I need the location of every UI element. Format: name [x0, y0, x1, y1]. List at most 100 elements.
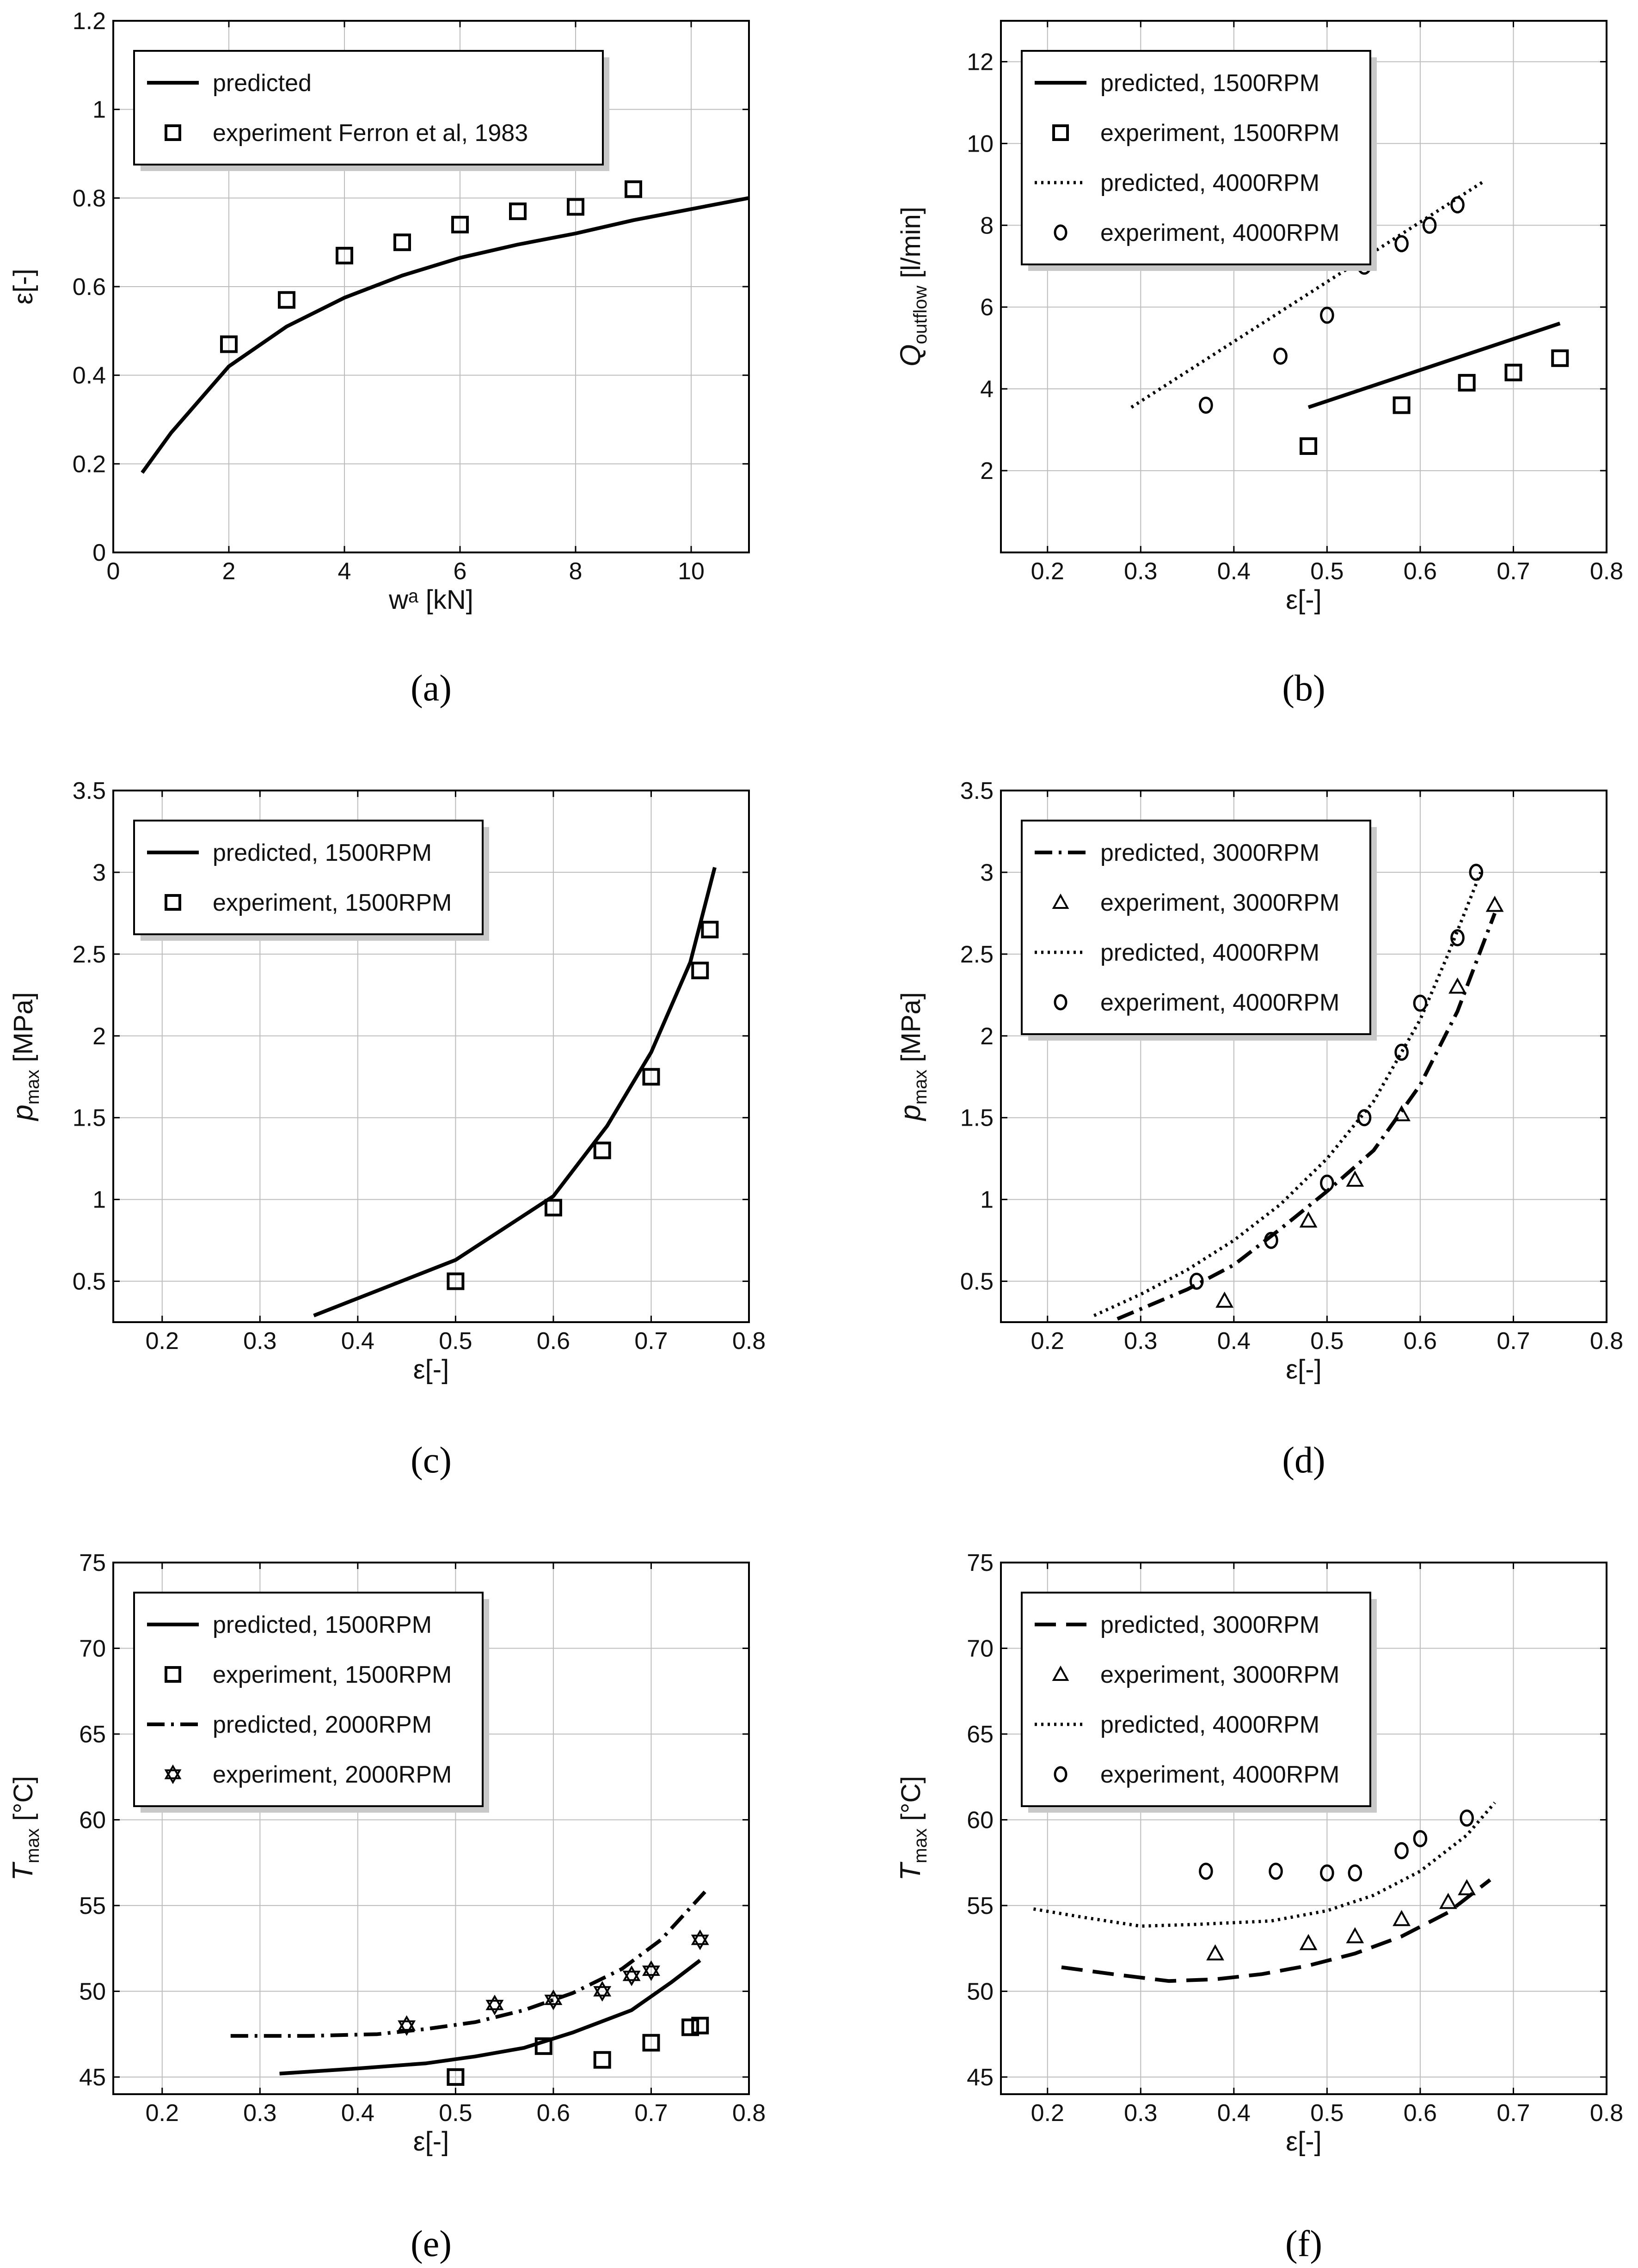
legend-label: predicted, 1500RPM	[213, 840, 432, 866]
legend-label: predicted, 4000RPM	[1100, 939, 1319, 966]
data-point	[485, 1994, 504, 2016]
legend-marker	[165, 894, 181, 911]
x-tick-label: 0.3	[1124, 1328, 1157, 1355]
series-line	[1093, 871, 1483, 1317]
x-tick-label: 0.7	[1497, 1328, 1530, 1355]
data-point	[625, 180, 642, 198]
legend-label: experiment, 3000RPM	[1100, 1661, 1339, 1688]
series-line	[279, 1959, 701, 2076]
x-tick-label: 0.5	[439, 2100, 472, 2127]
data-point	[1346, 1171, 1364, 1187]
grid	[113, 791, 749, 1322]
y-tick-label: 2	[980, 458, 994, 484]
panel-label: (a)	[411, 668, 452, 709]
plot-frame	[1000, 790, 1607, 1323]
series-2	[1093, 871, 1483, 1317]
y-tick-label: 10	[967, 130, 994, 157]
legend-marker	[165, 1666, 181, 1683]
data-point	[1504, 363, 1522, 381]
x-tick-label: 0.2	[1031, 558, 1064, 585]
legend-box	[133, 1592, 484, 1807]
y-tick-label: 1	[92, 97, 106, 123]
series-1	[447, 2017, 709, 2086]
x-axis-label: ε[-]	[1286, 1355, 1321, 1385]
y-tick-label: 3.5	[73, 778, 106, 804]
series-3	[398, 1929, 709, 2036]
data-point	[1299, 1934, 1318, 1950]
y-tick-label: 1	[92, 1187, 106, 1214]
y-tick-label: 2.5	[960, 941, 994, 968]
data-point	[681, 2018, 699, 2036]
x-tick-label: 0.8	[1590, 558, 1623, 585]
data-point	[1413, 994, 1428, 1012]
data-point	[447, 2068, 465, 2086]
panel-label: (c)	[411, 1440, 452, 1481]
y-tick-label: 75	[967, 1550, 994, 1576]
y-tick-label: 12	[967, 49, 994, 75]
data-point	[691, 962, 709, 980]
x-tick-label: 0.4	[1217, 558, 1251, 585]
data-point	[1393, 1105, 1411, 1122]
data-point	[278, 291, 295, 309]
plot-frame	[112, 1562, 750, 2095]
series-3	[1199, 1809, 1474, 1882]
legend: predicted experiment Ferron et al, 1983	[133, 50, 609, 171]
data-point	[1551, 349, 1569, 367]
legend: predicted, 3000RPM experiment, 3000RPM pre…	[1021, 1592, 1377, 1813]
y-axis-label: ε[-]	[8, 269, 38, 304]
x-tick-label: 0.3	[243, 1328, 276, 1355]
series-1	[220, 180, 642, 353]
data-point	[691, 1929, 709, 1950]
y-tick-label: 3.5	[960, 778, 994, 804]
data-point	[642, 2034, 660, 2052]
data-point	[509, 202, 527, 221]
x-tick-label: 0.7	[1497, 558, 1530, 585]
y-axis-label: pmax [MPa]	[7, 992, 43, 1122]
data-point	[451, 215, 469, 233]
legend-box	[1021, 1592, 1371, 1807]
panel-label: (f)	[1285, 2224, 1322, 2264]
legend-sample	[1052, 124, 1069, 141]
chart-panel-d: 0.2 0.3 0.4 0.5 0.6 0.7 0.8 0.5 1 1.5 2 2.5 3 3.5 ε[-]…	[895, 778, 1623, 1481]
data-point	[1448, 977, 1466, 994]
legend-marker	[164, 1764, 182, 1784]
x-axis-label: ε[-]	[1286, 585, 1321, 615]
x-tick-label: 0.6	[537, 1328, 570, 1355]
x-axis-label: ε[-]	[1286, 2127, 1321, 2157]
legend: predicted, 3000RPM experiment, 3000RPM pre…	[1021, 820, 1377, 1041]
data-point	[1422, 216, 1437, 234]
legend-box	[1021, 50, 1371, 265]
data-point	[1357, 1109, 1372, 1127]
y-tick-label: 55	[79, 1893, 106, 1919]
series-line	[313, 867, 717, 1318]
legend-marker	[1052, 893, 1069, 909]
data-point	[1413, 1830, 1428, 1847]
legend-label: experiment Ferron et al, 1983	[213, 120, 528, 147]
data-point	[1300, 437, 1318, 455]
legend-label: experiment, 4000RPM	[1100, 989, 1339, 1016]
y-tick-label: 3	[980, 859, 994, 886]
y-tick-label: 6	[980, 294, 994, 321]
legend-sample	[1054, 224, 1067, 241]
data-point	[1450, 196, 1465, 214]
x-tick-label: 0.2	[1031, 1328, 1064, 1355]
data-point	[1393, 396, 1411, 414]
data-point	[567, 198, 584, 216]
panel-label: (e)	[411, 2224, 452, 2264]
x-tick-label: 0.3	[1124, 558, 1157, 585]
x-tick-label: 0.4	[341, 1328, 374, 1355]
data-point	[1348, 1864, 1362, 1882]
data-point	[642, 1068, 660, 1086]
data-point	[1189, 1273, 1204, 1290]
y-tick-label: 65	[79, 1721, 106, 1748]
legend: predicted, 1500RPM experiment, 1500RPM pre…	[133, 1592, 489, 1813]
y-tick-label: 65	[967, 1721, 994, 1748]
series-0	[279, 1959, 701, 2076]
legend-label: experiment, 4000RPM	[1100, 220, 1339, 246]
legend-marker	[1052, 1665, 1069, 1681]
y-tick-label: 60	[79, 1807, 106, 1833]
x-tick-label: 0.2	[1031, 2100, 1064, 2127]
series-0	[1061, 1878, 1491, 1983]
legend-label: experiment, 3000RPM	[1100, 889, 1339, 916]
